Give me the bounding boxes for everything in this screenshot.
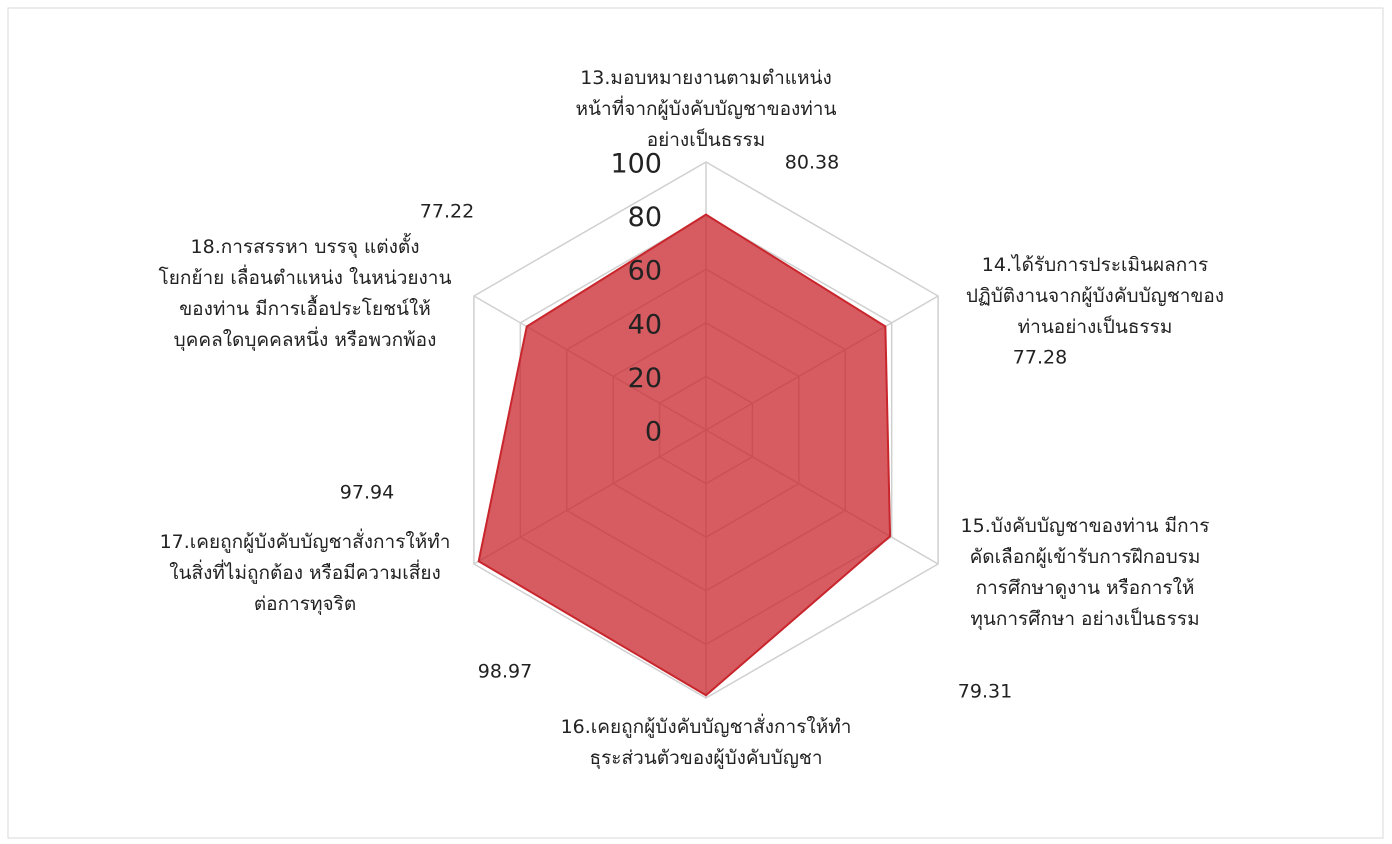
category-line: อย่างเป็นธรรม [647, 127, 766, 151]
category-label: 13.มอบหมายงานตามตำแหน่งหน้าที่จากผู้บังค… [576, 67, 837, 151]
category-line: ต่อการทุจริต [254, 593, 356, 616]
category-label: 14.ได้รับการประเมินผลการปฏิบัติงานจากผู้… [966, 254, 1224, 338]
r-tick-label: 60 [628, 256, 662, 287]
r-tick-label: 20 [628, 363, 662, 394]
category-line: 18.การสรรหา บรรจุ แต่งตั้ง [191, 233, 420, 259]
category-line: ธุระส่วนตัวของผู้บังคับบัญชา [589, 747, 822, 770]
category-label: 16.เคยถูกผู้บังคับบัญชาสั่งการให้ทำธุระส… [561, 713, 852, 770]
category-label: 17.เคยถูกผู้บังคับบัญชาสั่งการให้ทำในสิ่… [160, 528, 451, 616]
data-area [477, 213, 892, 697]
r-tick-label: 0 [645, 417, 662, 448]
category-line: บุคคลใดบุคคลหนึ่ง หรือพวกพ้อง [174, 326, 437, 352]
r-tick-label: 100 [610, 149, 662, 180]
category-line: ทุนการศึกษา อย่างเป็นธรรม [970, 606, 1199, 631]
category-line: 16.เคยถูกผู้บังคับบัญชาสั่งการให้ทำ [561, 713, 852, 738]
category-line: คัดเลือกผู้เข้ารับการฝึกอบรม [970, 546, 1201, 568]
value-label: 77.28 [1013, 347, 1067, 369]
value-label: 80.38 [785, 152, 839, 174]
category-line: หน้าที่จากผู้บังคับบัญชาของท่าน [576, 95, 837, 120]
category-line: 17.เคยถูกผู้บังคับบัญชาสั่งการให้ทำ [160, 528, 451, 553]
value-label: 79.31 [958, 681, 1012, 703]
r-tick-label: 40 [628, 309, 662, 340]
category-label: 18.การสรรหา บรรจุ แต่งตั้งโยกย้าย เลื่อน… [159, 233, 452, 352]
category-line: ในสิ่งที่ไม่ถูกต้อง หรือมีความเสี่ยง [169, 559, 441, 584]
category-line: ของท่าน มีการเอื้อประโยชน์ให้ [179, 295, 431, 320]
value-label: 77.22 [420, 201, 474, 223]
category-line: 14.ได้รับการประเมินผลการ [982, 254, 1208, 276]
category-line: 15.บังคับบัญชาของท่าน มีการ [961, 515, 1210, 537]
r-tick-label: 80 [628, 202, 662, 233]
value-label: 98.97 [478, 661, 532, 683]
category-line: 13.มอบหมายงานตามตำแหน่ง [580, 67, 832, 89]
category-line: ปฏิบัติงานจากผู้บังคับบัญชาของ [966, 285, 1224, 307]
category-label: 15.บังคับบัญชาของท่าน มีการคัดเลือกผู้เข… [961, 515, 1210, 631]
category-line: การศึกษาดูงาน หรือการให้ [976, 577, 1195, 599]
category-line: โยกย้าย เลื่อนตำแหน่ง ในหน่วยงาน [159, 264, 452, 289]
value-label: 97.94 [340, 482, 394, 504]
category-line: ท่านอย่างเป็นธรรม [1018, 314, 1173, 338]
